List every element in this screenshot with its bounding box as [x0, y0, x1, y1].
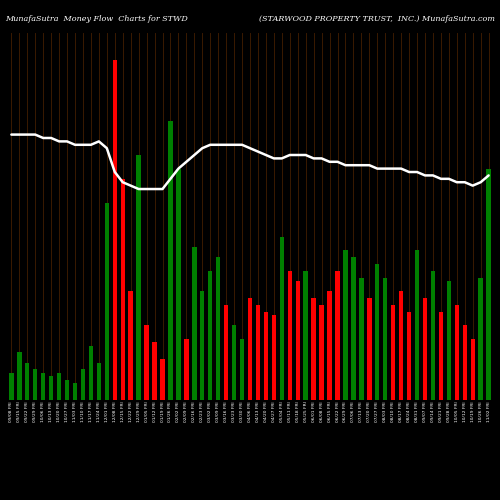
Bar [25, 362, 29, 400]
Bar [9, 373, 14, 400]
Bar [264, 312, 268, 400]
Bar [232, 325, 236, 400]
Bar [216, 257, 220, 400]
Bar [336, 270, 340, 400]
Bar [176, 168, 180, 400]
Bar [288, 270, 292, 400]
Text: (STARWOOD PROPERTY TRUST,  INC.) MunafaSutra.com: (STARWOOD PROPERTY TRUST, INC.) MunafaSu… [259, 15, 495, 23]
Bar [192, 247, 196, 400]
Bar [144, 325, 149, 400]
Bar [57, 373, 62, 400]
Bar [65, 380, 69, 400]
Bar [88, 346, 93, 400]
Bar [41, 373, 46, 400]
Bar [375, 264, 380, 400]
Bar [224, 304, 228, 400]
Bar [120, 179, 125, 400]
Bar [136, 155, 141, 400]
Bar [112, 60, 117, 400]
Bar [208, 270, 212, 400]
Bar [168, 121, 172, 400]
Bar [446, 281, 451, 400]
Bar [359, 278, 364, 400]
Bar [399, 291, 404, 400]
Bar [454, 304, 459, 400]
Bar [96, 362, 101, 400]
Bar [423, 298, 427, 400]
Bar [391, 304, 396, 400]
Bar [240, 339, 244, 400]
Bar [431, 270, 435, 400]
Bar [160, 359, 164, 400]
Bar [128, 291, 133, 400]
Bar [367, 298, 372, 400]
Bar [200, 291, 204, 400]
Bar [407, 312, 412, 400]
Bar [415, 250, 419, 400]
Bar [49, 376, 54, 400]
Bar [152, 342, 156, 400]
Bar [383, 278, 388, 400]
Bar [256, 304, 260, 400]
Bar [272, 315, 276, 400]
Bar [486, 168, 491, 400]
Bar [351, 257, 356, 400]
Bar [312, 298, 316, 400]
Bar [81, 370, 85, 400]
Bar [33, 370, 38, 400]
Bar [462, 325, 467, 400]
Bar [296, 281, 300, 400]
Bar [280, 236, 284, 400]
Bar [304, 270, 308, 400]
Bar [478, 278, 483, 400]
Bar [73, 383, 77, 400]
Text: MunafaSutra  Money Flow  Charts for STWD: MunafaSutra Money Flow Charts for STWD [5, 15, 188, 23]
Bar [184, 339, 188, 400]
Bar [470, 339, 475, 400]
Bar [344, 250, 347, 400]
Bar [104, 202, 109, 400]
Bar [17, 352, 21, 400]
Bar [320, 304, 324, 400]
Bar [248, 298, 252, 400]
Bar [328, 291, 332, 400]
Bar [438, 312, 443, 400]
